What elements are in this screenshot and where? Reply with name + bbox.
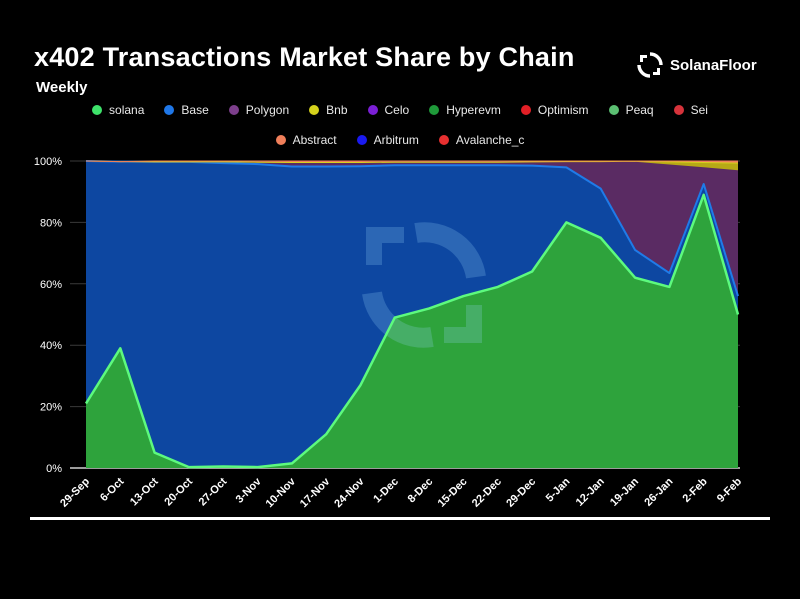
brand-name: SolanaFloor <box>670 56 757 74</box>
legend-swatch <box>608 105 619 115</box>
x-tick-label: 1-Dec <box>371 476 401 506</box>
x-tick-label: 6-Oct <box>98 475 127 504</box>
legend-label: Arbitrum <box>373 133 419 147</box>
x-tick-label: 29-Dec <box>504 476 538 510</box>
x-tick-label: 8-Dec <box>406 476 436 506</box>
area-series-polygon <box>86 161 738 297</box>
legend-row-2: Abstract Arbitrum Avalanche_c <box>0 133 800 147</box>
bottom-divider <box>30 517 770 520</box>
watermark-logo <box>362 222 486 348</box>
legend-swatch <box>228 105 239 115</box>
y-tick-label: 60% <box>40 279 62 291</box>
legend-label: Abstract <box>292 133 337 147</box>
legend-label: Polygon <box>245 103 290 117</box>
area-series-solana <box>86 194 738 469</box>
x-tick-label: 19-Jan <box>608 475 641 508</box>
y-axis-ticks: 0% 20% 40% 60% 80% 100% <box>34 156 62 475</box>
y-tick-label: 0% <box>46 463 62 475</box>
legend-item-arbitrum[interactable]: Arbitrum <box>356 133 419 147</box>
x-tick-label: 10-Nov <box>264 475 299 510</box>
series-line-abstract <box>85 160 738 163</box>
legend-label: Bnb <box>326 103 348 117</box>
legend-label: Avalanche_c <box>455 133 525 147</box>
solanafloor-logo-icon <box>637 52 663 78</box>
legend-swatch <box>429 105 440 115</box>
y-tick-label: 40% <box>40 340 62 352</box>
legend-item-peaq[interactable]: Peaq <box>608 103 654 117</box>
legend-label: Peaq <box>625 103 654 117</box>
legend-label: solana <box>109 103 145 117</box>
series-line-solana <box>84 193 740 469</box>
y-tick-label: 20% <box>40 402 62 414</box>
legend-label: Sei <box>690 103 708 117</box>
legend-item-hyperevm[interactable]: Hyperevm <box>429 103 501 117</box>
legend-item-avalanche_c[interactable]: Avalanche_c <box>438 133 525 147</box>
brand-logo: SolanaFloor <box>636 50 786 80</box>
chart-title: x402 Transactions Market Share by Chain <box>34 42 575 72</box>
chart-subtitle: Weekly <box>36 79 88 96</box>
legend-swatch <box>367 105 378 115</box>
area-series-base <box>86 161 738 468</box>
legend-swatch <box>438 135 449 145</box>
legend-swatch <box>520 105 531 115</box>
legend-item-celo[interactable]: Celo <box>367 103 410 117</box>
x-tick-label: 12-Jan <box>574 475 607 508</box>
legend-label: Base <box>181 103 209 117</box>
x-tick-label: 24-Nov <box>332 475 367 510</box>
x-tick-label: 5-Jan <box>544 475 573 504</box>
legend-item-abstract[interactable]: Abstract <box>275 133 337 147</box>
legend-item-bnb[interactable]: Bnb <box>309 103 348 117</box>
legend-item-base[interactable]: Base <box>164 103 209 117</box>
x-tick-label: 22-Dec <box>470 476 504 510</box>
legend-swatch <box>92 105 103 115</box>
x-tick-label: 13-Oct <box>128 475 161 508</box>
legend-item-polygon[interactable]: Polygon <box>228 103 290 117</box>
x-tick-label: 26-Jan <box>642 475 675 508</box>
legend-swatch <box>275 135 286 145</box>
x-tick-label: 29-Sep <box>58 475 92 509</box>
legend-label: Optimism <box>537 103 589 117</box>
legend-row-1: solana Base Polygon Bnb Celo Hyperevm Optimism… <box>0 103 800 117</box>
x-tick-label: 20-Oct <box>162 475 195 508</box>
legend-label: Hyperevm <box>446 103 501 117</box>
x-tick-label: 9-Feb <box>715 475 744 504</box>
y-tick-label: 100% <box>34 156 62 168</box>
legend-swatch <box>309 105 320 115</box>
legend-swatch <box>164 105 175 115</box>
area-layer <box>86 161 738 469</box>
y-tick-label: 80% <box>40 217 62 229</box>
x-tick-label: 27-Oct <box>197 475 230 508</box>
legend-swatch <box>356 135 367 145</box>
x-tick-label: 2-Feb <box>681 475 710 504</box>
legend-item-sei[interactable]: Sei <box>673 103 708 117</box>
legend-item-optimism[interactable]: Optimism <box>520 103 589 117</box>
line-layer <box>84 160 740 469</box>
legend-swatch <box>673 105 684 115</box>
legend-label: Celo <box>384 103 410 117</box>
x-axis-ticks: 29-Sep 6-Oct 13-Oct 20-Oct 27-Oct 3-Nov 10-Nov… <box>58 475 744 510</box>
x-tick-label: 17-Nov <box>298 475 333 510</box>
x-tick-label: 3-Nov <box>234 475 265 506</box>
legend-item-solana[interactable]: solana <box>92 103 144 117</box>
x-tick-label: 15-Dec <box>436 476 470 510</box>
